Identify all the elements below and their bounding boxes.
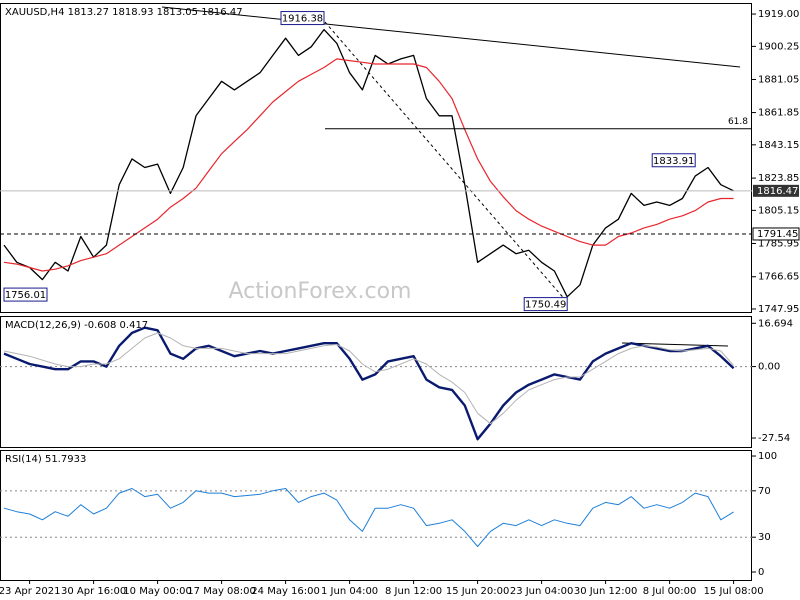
support-box [752,227,800,241]
panel-frame [0,3,752,313]
price-label-box [523,297,568,312]
y-tick-label: 1805.15 [758,205,799,216]
series-line [3,58,734,272]
price-label-box [280,11,325,26]
series-line [3,326,735,441]
y-tick-label: 1823.85 [758,173,799,184]
y-tick-label: 30 [758,532,771,543]
x-tick-label: 17 May 08:00 [187,586,256,597]
watermark: ActionForex.com [229,279,412,304]
x-tick-label: 15 Jul 08:00 [704,586,764,597]
y-tick-label: -27.54 [758,433,790,444]
current-box [753,184,799,197]
support-label: 1791.45 [757,229,798,240]
price-label-box [3,287,48,302]
price-label: 1916.38 [282,14,323,25]
y-tick-label: 16.694 [758,318,793,329]
y-tick-label: 100 [758,451,777,462]
series-line [3,28,734,298]
y-tick-label: 1766.65 [758,272,799,283]
y-tick-label: 1843.15 [758,140,799,151]
price-label-box [651,153,696,168]
panel-title: MACD(12,26,9) -0.608 0.417 [5,320,148,331]
x-tick-label: 23 Jun 04:00 [510,586,574,597]
y-tick-label: 1900.25 [758,41,799,52]
current-label: 1816.47 [757,186,798,197]
x-tick-label: 23 Apr 2021 [0,586,61,597]
x-tick-label: 1 Jun 04:00 [321,586,378,597]
price-label: 1756.01 [5,290,46,301]
fib-label: 61.8 [728,117,748,127]
x-tick-label: 30 Apr 16:00 [61,586,126,597]
panel-title: XAUUSD,H4 1813.27 1818.93 1813.05 1816.4… [5,7,243,18]
y-tick-label: 70 [758,486,771,497]
y-tick-label: 1919.00 [758,9,799,20]
x-tick-label: 30 Jun 12:00 [574,586,638,597]
price-label: 1750.49 [525,300,566,311]
panel-title: RSI(14) 51.7933 [5,454,86,465]
panel-frame [0,450,752,581]
swing-line [324,21,568,303]
panel-frame [0,316,752,448]
price-label: 1833.91 [653,156,694,167]
x-tick-label: 10 May 00:00 [123,586,192,597]
x-tick-label: 8 Jul 00:00 [643,586,697,597]
y-tick-label: 0 [758,567,764,578]
x-tick-label: 15 Jun 20:00 [446,586,510,597]
y-tick-label: 1881.05 [758,74,799,85]
x-tick-label: 24 May 16:00 [251,586,320,597]
y-tick-label: 1785.95 [758,238,799,249]
trend-line [161,6,741,68]
series-line [3,488,734,547]
x-tick-label: 8 Jun 12:00 [385,586,442,597]
series-line [3,332,734,425]
y-tick-label: 0.00 [758,362,780,373]
divergence-line [621,342,729,347]
y-tick-label: 1861.85 [758,108,799,119]
y-tick-label: 1747.95 [758,304,799,315]
